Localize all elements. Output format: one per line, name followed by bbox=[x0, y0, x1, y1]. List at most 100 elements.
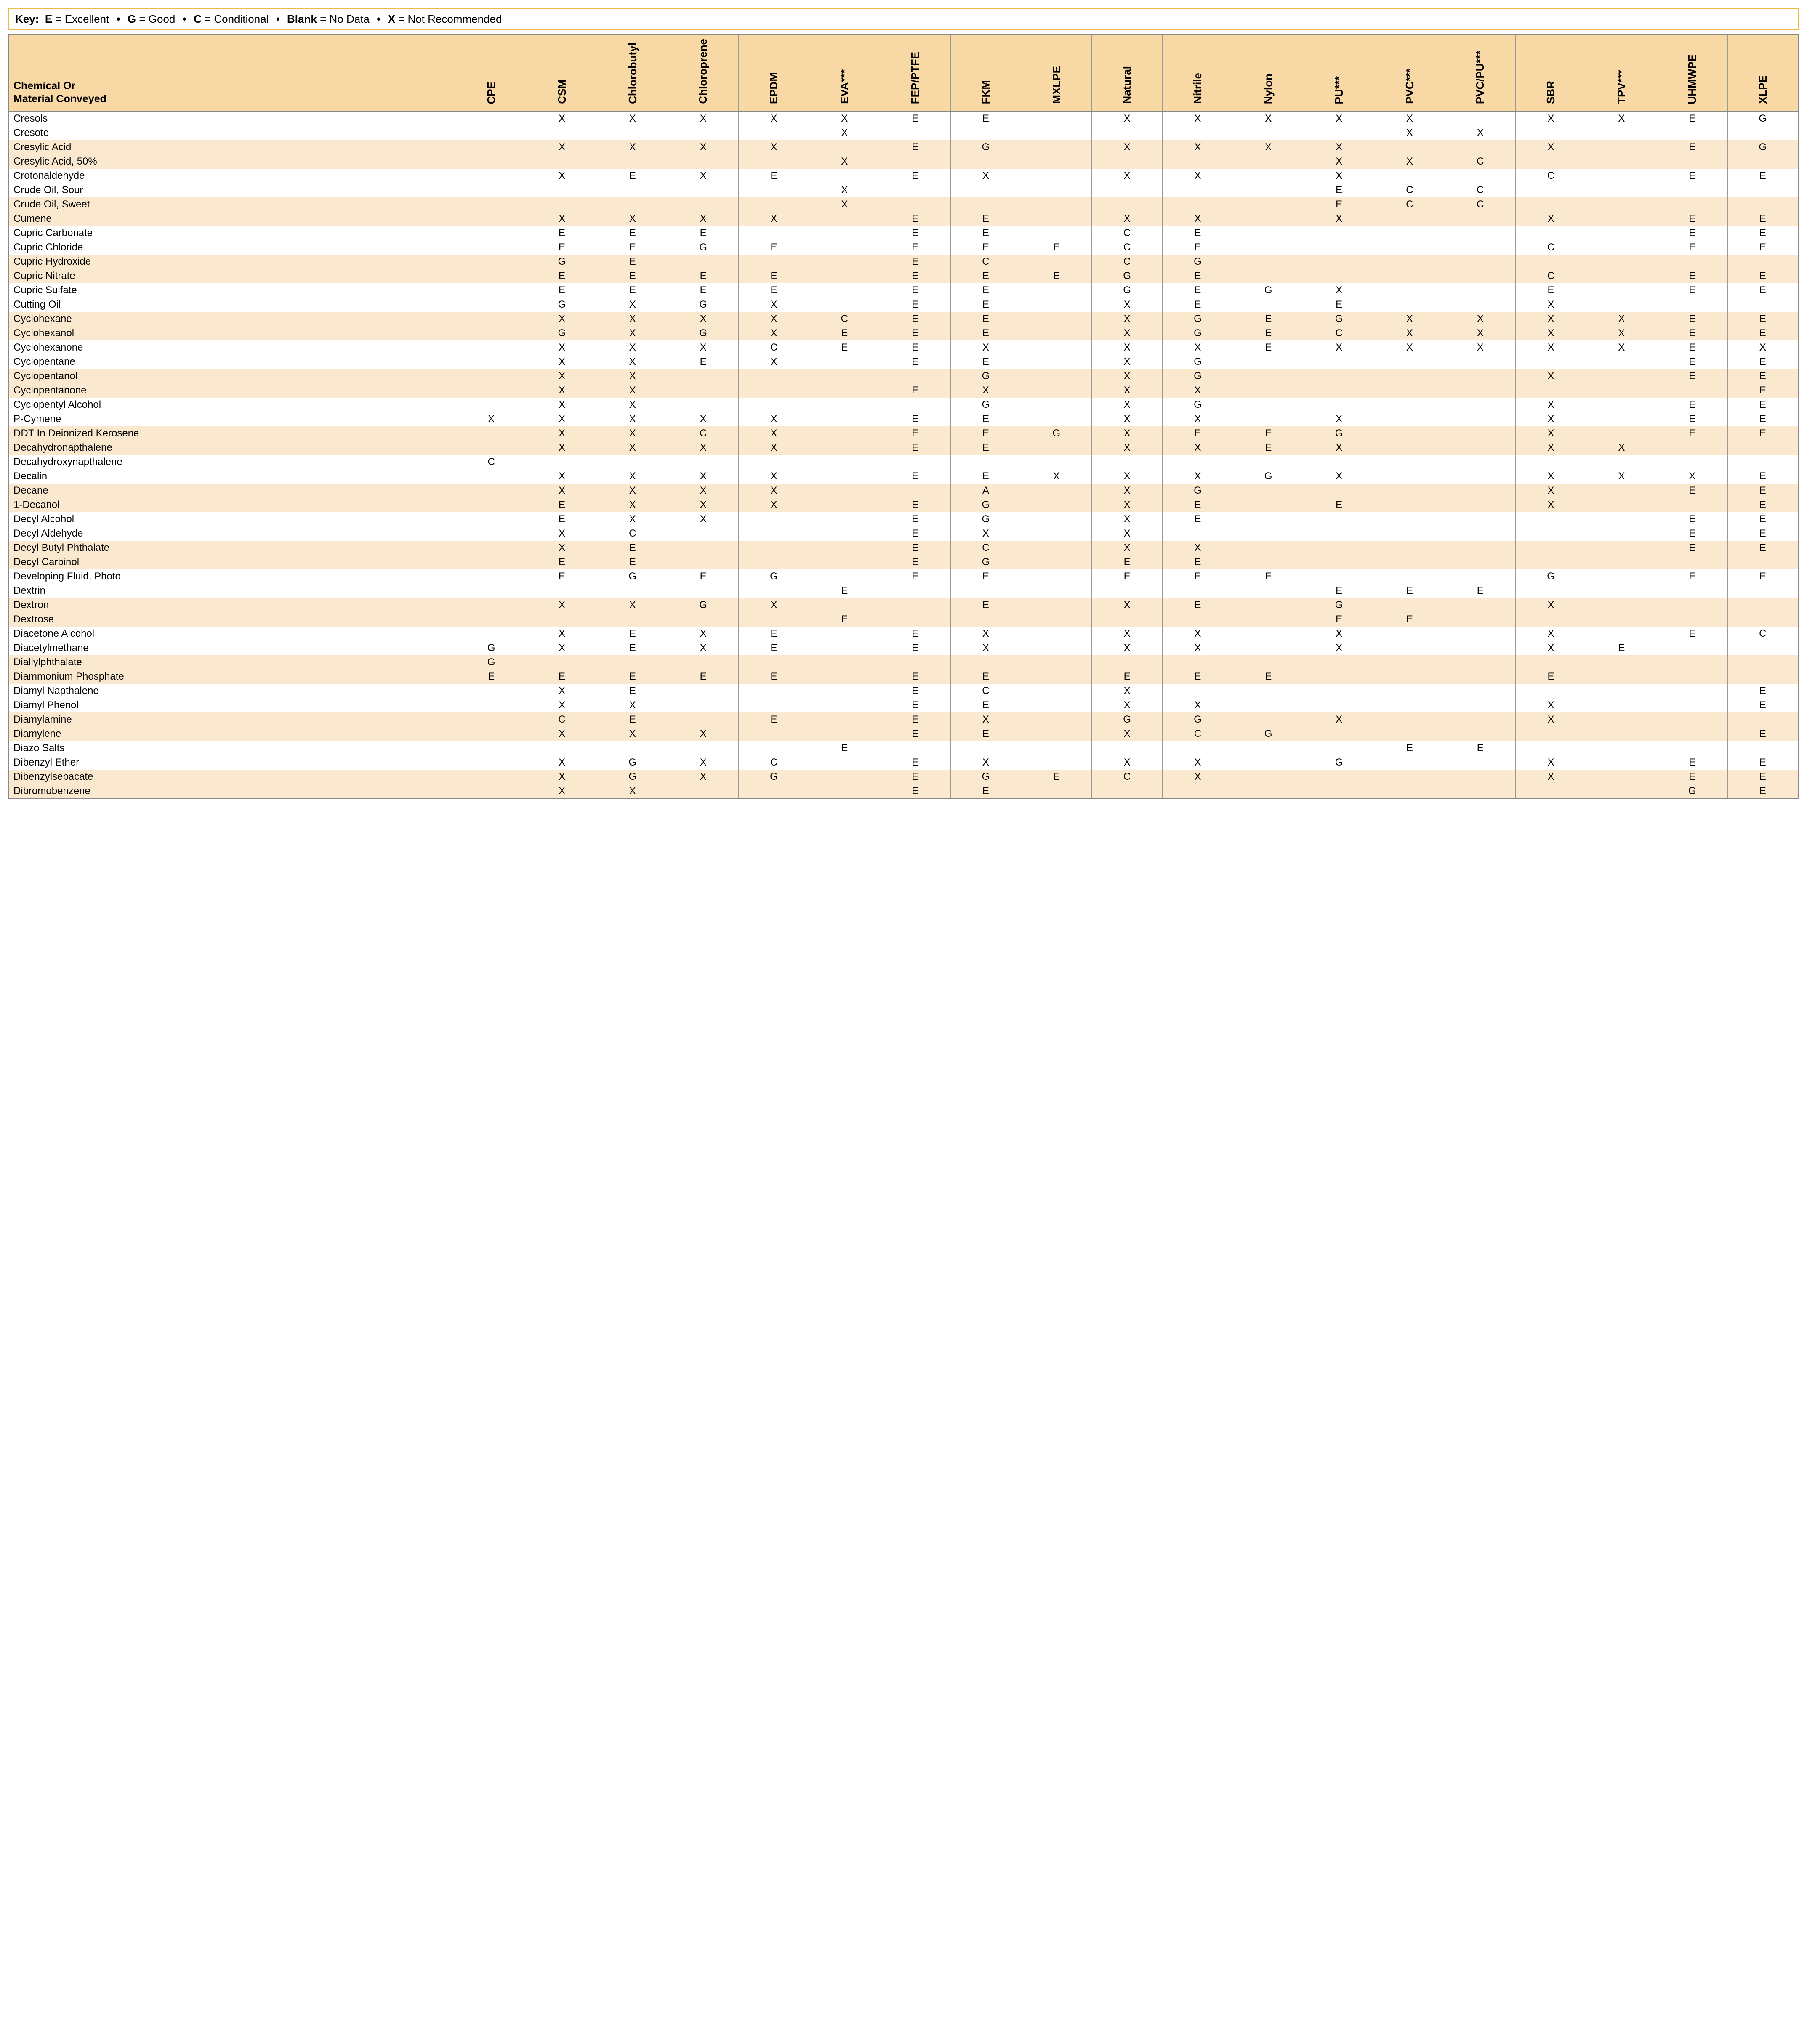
rating-cell: X bbox=[1516, 111, 1586, 126]
rating-cell: G bbox=[950, 369, 1021, 383]
material-header: Chloroprene bbox=[668, 35, 739, 111]
table-row: P-CymeneXXXXXEEXXXXEE bbox=[9, 412, 1798, 426]
rating-cell bbox=[1092, 183, 1163, 197]
rating-cell: E bbox=[1163, 670, 1233, 684]
rating-cell: C bbox=[1445, 197, 1516, 212]
rating-cell: X bbox=[527, 627, 597, 641]
rating-cell: X bbox=[1092, 312, 1163, 326]
rating-cell: G bbox=[1304, 312, 1374, 326]
chemical-name: Cupric Sulfate bbox=[9, 283, 456, 298]
rating-cell bbox=[1021, 140, 1092, 154]
rating-cell: E bbox=[1657, 340, 1727, 355]
rating-cell: X bbox=[1445, 126, 1516, 140]
rating-cell bbox=[1374, 441, 1445, 455]
rating-cell: X bbox=[739, 441, 809, 455]
rating-cell: E bbox=[1021, 240, 1092, 255]
rating-cell: C bbox=[527, 712, 597, 727]
rating-cell bbox=[456, 226, 527, 240]
rating-cell: C bbox=[456, 455, 527, 469]
chemical-name: Crude Oil, Sweet bbox=[9, 197, 456, 212]
rating-cell bbox=[950, 741, 1021, 755]
rating-cell bbox=[668, 183, 739, 197]
table-row: Diamyl PhenolXXEEXXXE bbox=[9, 698, 1798, 712]
rating-cell bbox=[1586, 698, 1657, 712]
rating-cell: E bbox=[880, 326, 950, 340]
rating-cell: E bbox=[1163, 512, 1233, 526]
rating-cell: X bbox=[739, 498, 809, 512]
rating-cell: X bbox=[1374, 340, 1445, 355]
rating-cell bbox=[739, 526, 809, 541]
rating-cell bbox=[1586, 212, 1657, 226]
rating-cell bbox=[1516, 197, 1586, 212]
rating-cell: E bbox=[1727, 698, 1798, 712]
rating-cell: E bbox=[950, 355, 1021, 369]
rating-cell bbox=[597, 183, 668, 197]
rating-cell bbox=[1233, 555, 1304, 569]
rating-cell bbox=[527, 126, 597, 140]
chemical-name: DDT In Deionized Kerosene bbox=[9, 426, 456, 441]
rating-cell bbox=[456, 441, 527, 455]
rating-cell: X bbox=[527, 698, 597, 712]
rating-cell bbox=[1586, 426, 1657, 441]
rating-cell bbox=[456, 126, 527, 140]
table-row: CumeneXXXXEEXXXXEE bbox=[9, 212, 1798, 226]
rating-cell: X bbox=[1233, 111, 1304, 126]
rating-cell bbox=[1516, 555, 1586, 569]
rating-cell: X bbox=[1163, 111, 1233, 126]
rating-cell: G bbox=[1163, 326, 1233, 340]
key-item: G = Good bbox=[128, 13, 175, 25]
rating-cell bbox=[1021, 169, 1092, 183]
rating-cell: X bbox=[1092, 369, 1163, 383]
rating-cell: C bbox=[809, 312, 880, 326]
rating-cell bbox=[1092, 126, 1163, 140]
material-header: UHMWPE bbox=[1657, 35, 1727, 111]
rating-cell bbox=[668, 784, 739, 799]
rating-cell: E bbox=[1727, 369, 1798, 383]
rating-cell bbox=[1586, 455, 1657, 469]
rating-cell bbox=[739, 226, 809, 240]
chemical-name: Decalin bbox=[9, 469, 456, 484]
rating-cell bbox=[1092, 455, 1163, 469]
table-row: Diazo SaltsEEE bbox=[9, 741, 1798, 755]
rating-cell bbox=[1233, 383, 1304, 398]
rating-cell: E bbox=[1657, 426, 1727, 441]
rating-cell: C bbox=[1092, 240, 1163, 255]
rating-cell: G bbox=[597, 770, 668, 784]
rating-cell bbox=[1233, 183, 1304, 197]
rating-cell bbox=[880, 741, 950, 755]
chemical-name: Cresols bbox=[9, 111, 456, 126]
rating-cell bbox=[1586, 197, 1657, 212]
rating-cell bbox=[1021, 741, 1092, 755]
rating-cell: X bbox=[668, 469, 739, 484]
rating-cell bbox=[809, 498, 880, 512]
rating-cell bbox=[1163, 655, 1233, 670]
rating-cell: E bbox=[668, 569, 739, 584]
rating-cell: E bbox=[1657, 755, 1727, 770]
rating-cell bbox=[668, 126, 739, 140]
rating-cell: X bbox=[1021, 469, 1092, 484]
rating-cell: E bbox=[950, 784, 1021, 799]
rating-cell bbox=[1021, 484, 1092, 498]
rating-cell bbox=[1374, 684, 1445, 698]
rating-cell bbox=[950, 612, 1021, 627]
rating-cell: X bbox=[739, 212, 809, 226]
rating-cell bbox=[1163, 741, 1233, 755]
rating-cell: E bbox=[597, 627, 668, 641]
rating-cell: X bbox=[597, 441, 668, 455]
rating-cell bbox=[1516, 183, 1586, 197]
chemical-name: Diacetylmethane bbox=[9, 641, 456, 655]
rating-cell: E bbox=[880, 269, 950, 283]
rating-cell bbox=[1374, 212, 1445, 226]
rating-cell bbox=[1233, 684, 1304, 698]
rating-cell bbox=[1516, 255, 1586, 269]
rating-cell bbox=[1021, 598, 1092, 612]
rating-cell bbox=[1516, 541, 1586, 555]
chemical-name: P-Cymene bbox=[9, 412, 456, 426]
rating-cell: C bbox=[1445, 183, 1516, 197]
rating-cell: X bbox=[527, 484, 597, 498]
chemical-name: Cupric Hydroxide bbox=[9, 255, 456, 269]
rating-cell: E bbox=[1657, 512, 1727, 526]
rating-cell bbox=[668, 741, 739, 755]
rating-cell: A bbox=[950, 484, 1021, 498]
rating-cell bbox=[1374, 770, 1445, 784]
